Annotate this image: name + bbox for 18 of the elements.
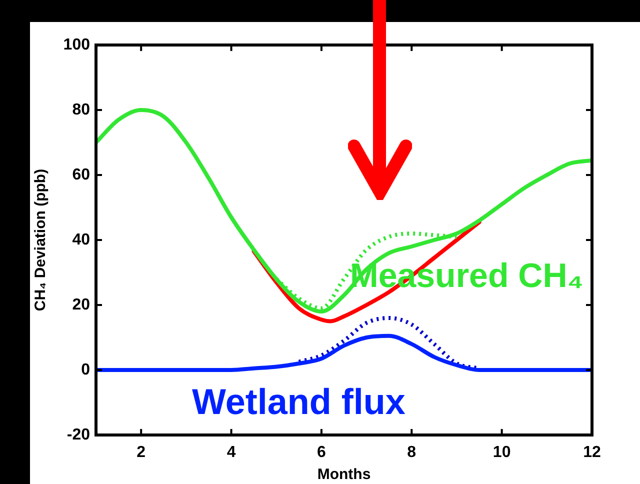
x-tick-label: 4 (226, 444, 236, 462)
y-tick-label: 60 (72, 166, 90, 184)
x-tick-label: 6 (317, 444, 326, 462)
y-tick-label: 0 (81, 361, 90, 378)
y-tick-label: 40 (72, 231, 90, 248)
series-label: Wetland flux (192, 381, 406, 422)
line-series (96, 108, 592, 314)
line-series (96, 334, 592, 372)
y-axis-title: CH₄ Deviation (ppb) (32, 168, 50, 312)
y-tick-label: 80 (72, 101, 90, 118)
y-tick-label: 100 (63, 36, 90, 54)
x-tick-label: 12 (583, 444, 601, 462)
x-tick-label: 8 (407, 444, 416, 462)
x-tick-label: 2 (136, 444, 146, 462)
y-tick-label: 20 (72, 296, 90, 314)
x-tick-label: 10 (492, 444, 511, 462)
y-tick-label: -20 (66, 426, 90, 444)
x-axis-title: Months (317, 466, 371, 484)
